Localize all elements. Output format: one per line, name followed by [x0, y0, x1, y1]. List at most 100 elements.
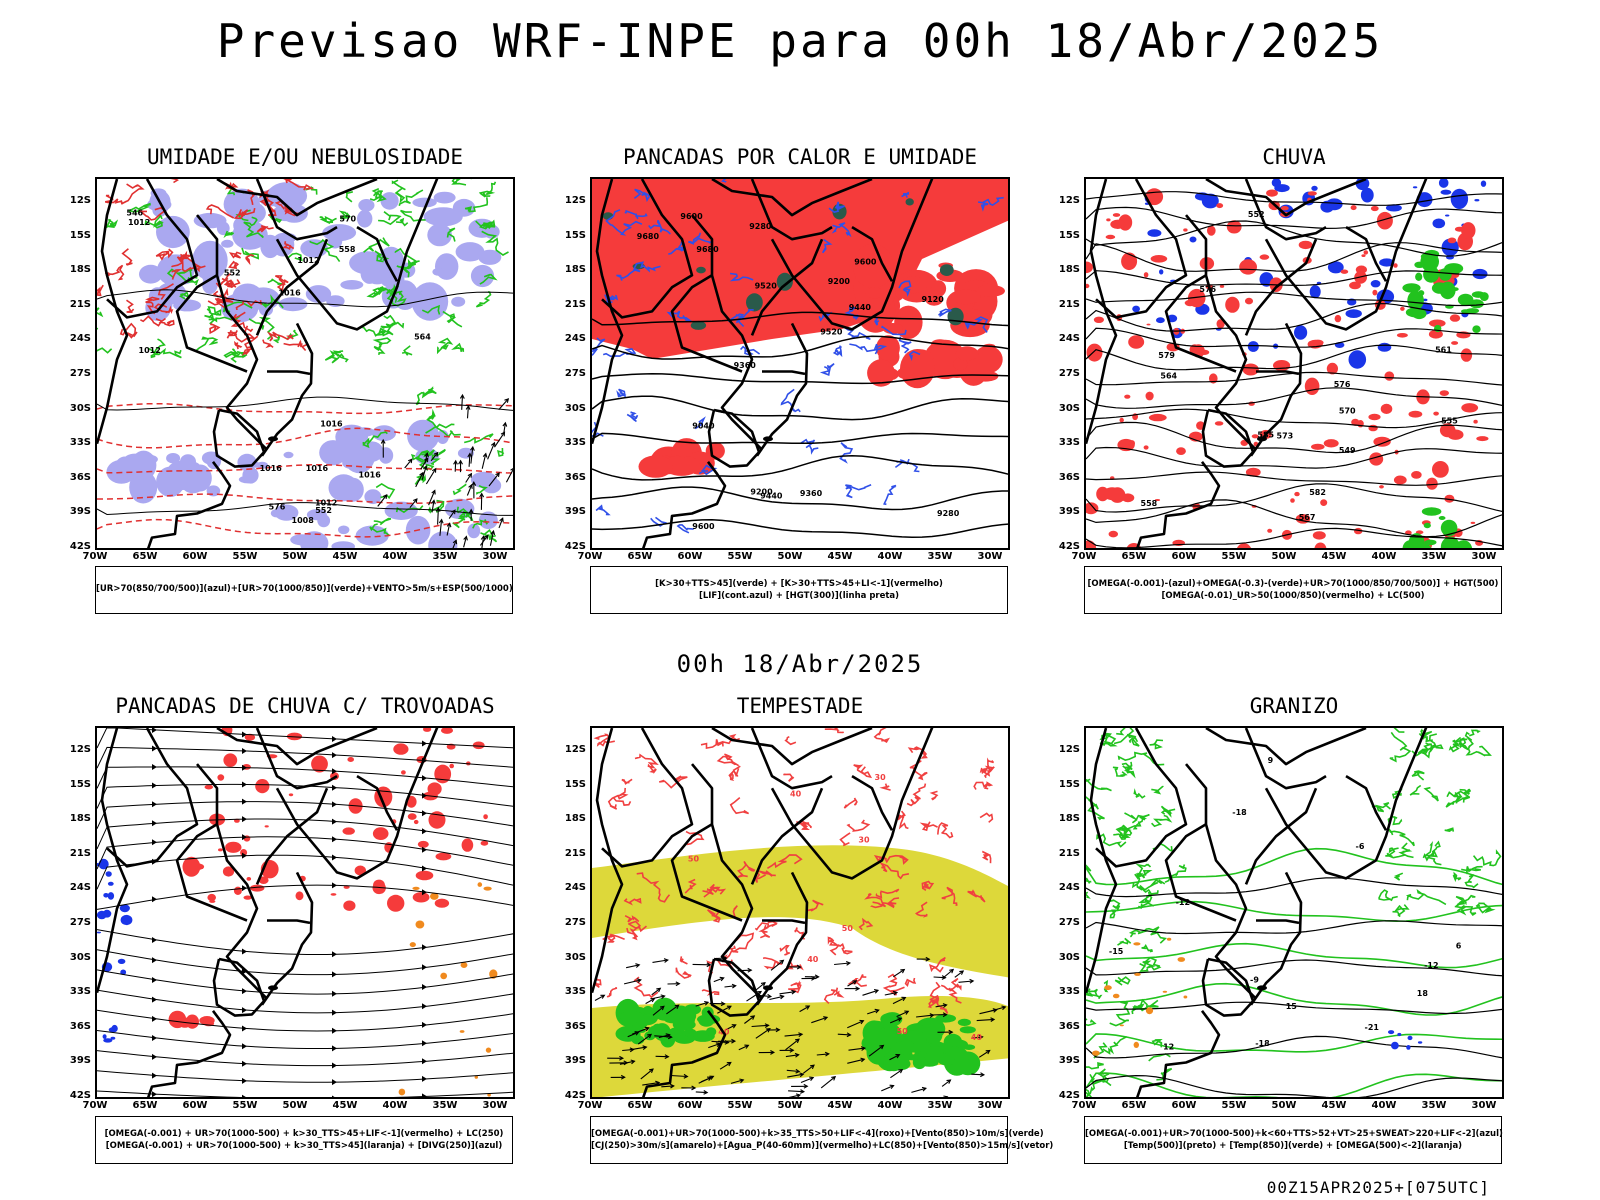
precip-water-red-contour — [941, 886, 958, 907]
temp850-green-contour — [1139, 956, 1161, 973]
wind850-vector — [985, 1049, 991, 1055]
country-border — [1264, 728, 1428, 880]
longitude-tick-label: 50W — [282, 551, 308, 562]
precip-water-red-contour — [758, 870, 776, 877]
rain-red-fill — [1110, 219, 1126, 229]
contour-label: 12 — [1163, 1043, 1174, 1052]
country-border — [670, 823, 743, 922]
temp850-green-contour — [1122, 824, 1130, 835]
storm-red-fill — [182, 856, 201, 877]
temp850-green-contour — [1086, 988, 1098, 996]
temp850-green-contour — [1455, 894, 1476, 907]
divergence-blue-fill — [117, 958, 126, 964]
wind850-vector — [862, 989, 879, 996]
humidity-green-contour — [324, 350, 345, 364]
humidity-green-contour — [375, 482, 396, 500]
omega500-orange-fill — [1112, 993, 1120, 999]
omega-blue-fill — [1327, 261, 1344, 274]
streamline-arrow — [152, 1091, 157, 1097]
humidity-fill — [478, 511, 498, 530]
latitude-tick-label: 27S — [69, 917, 91, 928]
country-border — [1264, 179, 1428, 331]
wind850-vector — [879, 1044, 885, 1050]
wind850-green-fill — [642, 1005, 654, 1016]
omega500-orange-fill — [1119, 1024, 1124, 1027]
country-border — [750, 728, 833, 790]
humidity-fill — [380, 192, 399, 210]
country-border — [1244, 179, 1327, 241]
temp850-green-contour — [1371, 801, 1391, 813]
streamline — [97, 801, 513, 829]
storm-orange-fill — [398, 1088, 406, 1096]
humidity-green-contour — [481, 230, 509, 256]
latitude-tick-label: 15S — [564, 778, 586, 790]
divergence-blue-fill — [110, 1036, 116, 1040]
wind-vector — [431, 500, 435, 513]
wind850-vector — [978, 1050, 990, 1058]
longitude-tick-label: 35W — [432, 551, 458, 562]
storm-red-fill — [480, 840, 489, 846]
humidity-green-contour — [415, 456, 435, 472]
wind850-vector — [1001, 1005, 1007, 1011]
storm-orange-fill — [412, 886, 420, 890]
country-border — [260, 322, 314, 457]
latitude-tick-label: 30S — [69, 951, 91, 963]
instability-red-fill — [867, 359, 895, 387]
divergence-blue-fill — [105, 871, 112, 877]
humidity-green-contour — [345, 190, 354, 203]
contour-label: 18 — [1417, 989, 1429, 998]
wind850-vector — [803, 1064, 815, 1074]
wind850-vector — [706, 962, 712, 968]
wind-vector — [467, 472, 473, 478]
contour-label: 549 — [1339, 446, 1356, 455]
wind-vector — [463, 536, 467, 548]
wind850-vector — [942, 1003, 948, 1008]
longitude-tick-label: 30W — [482, 1100, 508, 1111]
wind850-vector — [670, 1074, 688, 1078]
rain-red-fill — [1280, 206, 1289, 211]
wind850-vector — [889, 1054, 900, 1061]
rain-red-fill — [1145, 391, 1154, 401]
contour-label: 9600 — [692, 522, 715, 531]
wind850-vector — [892, 990, 899, 996]
storm-red-fill — [434, 898, 450, 908]
longitude-tick-label: 35W — [1421, 1100, 1447, 1111]
humidity-green-contour — [497, 447, 505, 457]
precip-water-red-contour — [909, 759, 928, 781]
temp850-green-contour — [1417, 742, 1432, 755]
humidity-green-contour — [223, 230, 235, 239]
wind850-vector — [972, 1036, 983, 1039]
omega-blue-fill — [1294, 325, 1308, 340]
longitude-tick-label: 65W — [132, 551, 158, 562]
streamline-arrow — [242, 1060, 247, 1067]
latitude-tick-label: 27S — [564, 368, 586, 379]
streamline — [97, 836, 513, 870]
humidity-green-contour — [179, 291, 191, 300]
streamline-arrow — [422, 1040, 427, 1047]
precip-water-red-contour — [858, 917, 874, 931]
wind850-vector — [969, 978, 975, 984]
contour-label: 567 — [1299, 513, 1316, 522]
wind850-vector — [669, 1083, 675, 1089]
omega500-orange-fill — [1104, 985, 1112, 991]
contour-label: 546 — [126, 208, 143, 217]
temp850-green-contour — [1133, 788, 1146, 799]
latitude-tick-label: 21S — [1058, 847, 1080, 859]
storm-red-fill — [354, 865, 366, 876]
wind-vector — [433, 451, 439, 457]
rain-red-fill — [1216, 319, 1225, 329]
storm-red-fill — [264, 825, 269, 828]
wind-vector — [487, 442, 496, 460]
latitude-tick-label: 15S — [1058, 229, 1080, 241]
lif-blue-contour — [624, 209, 648, 220]
wind850-vector — [630, 1059, 636, 1065]
humidity-green-contour — [372, 337, 392, 349]
streamline-arrow — [422, 828, 427, 835]
precip-water-red-contour — [915, 901, 928, 918]
hgt300-contour — [592, 486, 1008, 511]
streamline-arrow — [152, 1053, 157, 1060]
temp850-green-contour — [1378, 889, 1398, 902]
wind850-vector — [929, 1013, 935, 1018]
instability-green-fill — [905, 198, 914, 206]
humidity-green-contour — [369, 523, 390, 536]
